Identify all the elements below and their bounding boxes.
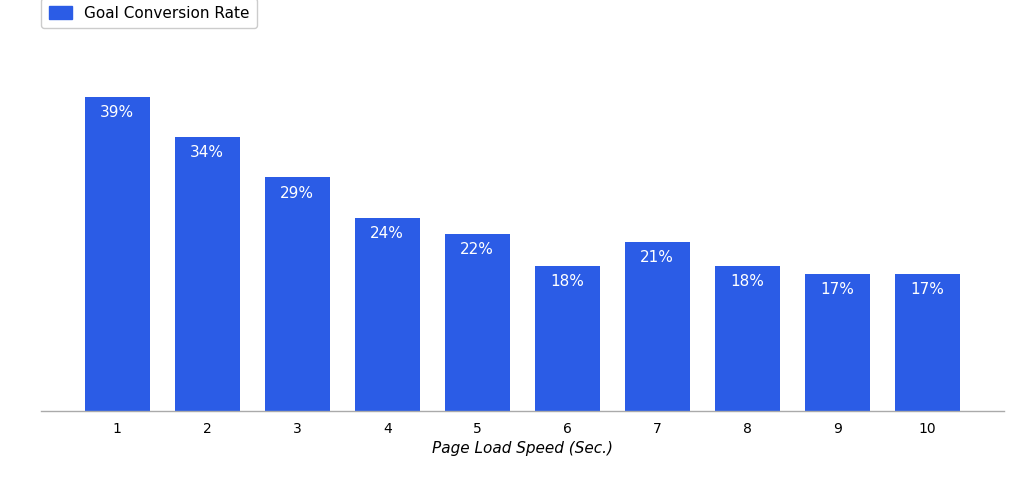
Text: 22%: 22% — [461, 242, 495, 257]
Text: 17%: 17% — [820, 282, 854, 297]
Bar — [715, 266, 779, 411]
Bar — [444, 234, 510, 411]
Text: 17%: 17% — [910, 282, 944, 297]
Legend: Goal Conversion Rate: Goal Conversion Rate — [41, 0, 257, 29]
Text: 29%: 29% — [281, 185, 314, 200]
Text: 18%: 18% — [730, 274, 764, 289]
Text: 21%: 21% — [640, 250, 674, 265]
Bar — [805, 274, 869, 411]
Bar — [85, 97, 150, 411]
Text: 39%: 39% — [100, 105, 134, 120]
Text: 24%: 24% — [371, 226, 404, 241]
Bar — [535, 266, 600, 411]
Bar — [265, 178, 330, 411]
Bar — [625, 242, 690, 411]
Bar — [895, 274, 959, 411]
Text: 18%: 18% — [550, 274, 584, 289]
Text: 34%: 34% — [190, 145, 224, 160]
X-axis label: Page Load Speed (Sec.): Page Load Speed (Sec.) — [432, 441, 612, 456]
Bar — [175, 137, 240, 411]
Bar — [354, 218, 420, 411]
